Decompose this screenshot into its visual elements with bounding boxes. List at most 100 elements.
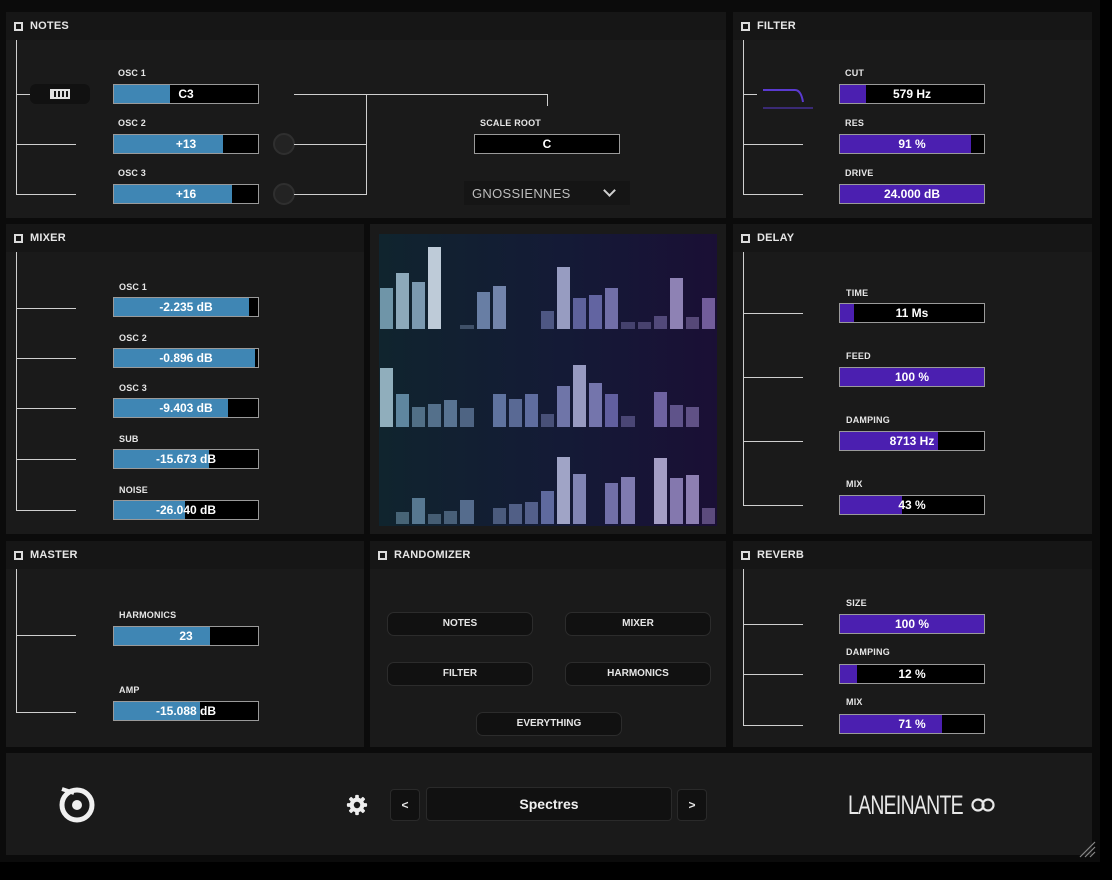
value-text: 23 xyxy=(179,629,193,643)
value-text: +13 xyxy=(175,137,197,151)
notes-header[interactable]: NOTES xyxy=(6,12,726,40)
panel-title: NOTES xyxy=(30,20,69,32)
keyboard-button[interactable] xyxy=(30,84,90,104)
value-text: 579 Hz xyxy=(892,87,932,101)
mix-field[interactable]: 43 % xyxy=(839,495,985,515)
prev-preset-button[interactable]: < xyxy=(390,789,420,821)
spectrum-bar xyxy=(557,457,571,524)
damping-field[interactable]: 12 % xyxy=(839,664,985,684)
power-icon[interactable] xyxy=(14,550,23,560)
resize-grip-icon[interactable] xyxy=(1076,838,1096,858)
res-field[interactable]: 91 % xyxy=(839,134,985,154)
value-fill xyxy=(840,185,984,203)
spectrum-bar xyxy=(396,512,410,524)
spectrum-bar xyxy=(492,393,506,427)
value-fill xyxy=(840,432,938,450)
connection-line xyxy=(366,94,367,195)
spectrum-bar xyxy=(540,491,555,524)
gear-icon[interactable] xyxy=(346,794,368,816)
randomizer-header[interactable]: RANDOMIZER xyxy=(370,541,726,569)
spectrum-panel xyxy=(370,224,726,534)
tree-line xyxy=(16,40,17,194)
tree-branch xyxy=(16,408,76,409)
power-icon[interactable] xyxy=(14,21,23,31)
filter-header[interactable]: FILTER xyxy=(733,12,1092,40)
sub-level-field[interactable]: -15.673 dB xyxy=(113,449,259,469)
spectrum-bar xyxy=(380,368,394,427)
osc3-link-knob[interactable] xyxy=(273,183,295,205)
mixer-header[interactable]: MIXER xyxy=(6,224,364,252)
osc2-link-knob[interactable] xyxy=(273,133,295,155)
scale-select[interactable]: GNOSSIENNES xyxy=(464,181,630,205)
spectrum-bar xyxy=(701,508,715,524)
panel-title: REVERB xyxy=(757,549,805,561)
power-icon[interactable] xyxy=(741,233,750,243)
osc2-level-field[interactable]: -0.896 dB xyxy=(113,348,259,368)
spectrum-bar xyxy=(669,404,683,427)
value-text: 71 % xyxy=(898,717,926,731)
osc1-level-field[interactable]: -2.235 dB xyxy=(113,297,259,317)
randomize-notes-button[interactable]: NOTES xyxy=(387,612,533,636)
size-field[interactable]: 100 % xyxy=(839,614,985,634)
damping-label: DAMPING xyxy=(846,415,890,425)
damping-field[interactable]: 8713 Hz xyxy=(839,431,985,451)
panel-title: MASTER xyxy=(30,549,78,561)
osc1-note-field[interactable]: C3 xyxy=(113,84,259,104)
power-icon[interactable] xyxy=(14,233,23,243)
value-fill xyxy=(114,450,210,468)
tree-branch xyxy=(743,441,803,442)
spectrum-bar xyxy=(557,267,571,330)
connection-line xyxy=(294,144,366,145)
scale-root-field[interactable]: C xyxy=(474,134,620,154)
randomize-everything-button[interactable]: EVERYTHING xyxy=(476,712,622,736)
tree-line xyxy=(743,252,744,505)
randomize-filter-button[interactable]: FILTER xyxy=(387,662,533,686)
value-fill xyxy=(114,627,211,645)
time-field[interactable]: 11 Ms xyxy=(839,303,985,323)
reverb-header[interactable]: REVERB xyxy=(733,541,1092,569)
value-text: -0.896 dB xyxy=(159,351,213,365)
amp-field[interactable]: -15.088 dB xyxy=(113,701,259,721)
value-text: -2.235 dB xyxy=(159,300,213,314)
osc2-label: OSC 2 xyxy=(119,333,148,343)
spectrum-bar xyxy=(540,311,555,330)
tree-branch xyxy=(16,194,76,195)
feed-field[interactable]: 100 % xyxy=(839,367,985,387)
spectrum-bar xyxy=(589,294,603,330)
power-icon[interactable] xyxy=(741,21,750,31)
power-icon[interactable] xyxy=(741,550,750,560)
noise-level-field[interactable]: -26.040 dB xyxy=(113,500,259,520)
randomize-harmonics-button[interactable]: HARMONICS xyxy=(565,662,711,686)
drive-field[interactable]: 24.000 dB xyxy=(839,184,985,204)
filter-shape-icon xyxy=(763,89,813,109)
power-icon[interactable] xyxy=(378,550,387,560)
value-fill xyxy=(114,702,201,720)
osc2-pitch-field[interactable]: +13 xyxy=(113,134,259,154)
harmonics-label: HARMONICS xyxy=(119,610,177,620)
mix-field[interactable]: 71 % xyxy=(839,714,985,734)
delay-panel: DELAY TIME 11 Ms FEED 100 % DAMPING 8713… xyxy=(733,224,1092,534)
value-fill xyxy=(840,715,943,733)
scale-select-value: GNOSSIENNES xyxy=(472,186,571,201)
osc3-level-field[interactable]: -9.403 dB xyxy=(113,398,259,418)
cut-field[interactable]: 579 Hz xyxy=(839,84,985,104)
harmonics-field[interactable]: 23 xyxy=(113,626,259,646)
delay-header[interactable]: DELAY xyxy=(733,224,1092,252)
connection-line xyxy=(294,94,548,95)
spectrum-bar xyxy=(669,478,683,524)
panel-title: DELAY xyxy=(757,232,795,244)
tree-branch xyxy=(16,459,76,460)
spectrum-display xyxy=(379,234,717,526)
randomize-mixer-button[interactable]: MIXER xyxy=(565,612,711,636)
preset-name-display[interactable]: Spectres xyxy=(426,787,672,821)
osc3-pitch-field[interactable]: +16 xyxy=(113,184,259,204)
value-text: 43 % xyxy=(898,498,926,512)
osc3-label: OSC 3 xyxy=(119,383,148,393)
connection-line xyxy=(294,194,366,195)
next-preset-button[interactable]: > xyxy=(677,789,707,821)
panel-title: MIXER xyxy=(30,232,66,244)
spectrum-bar xyxy=(412,498,426,524)
value-fill xyxy=(840,368,984,386)
spectrum-bar xyxy=(621,322,635,330)
master-header[interactable]: MASTER xyxy=(6,541,364,569)
